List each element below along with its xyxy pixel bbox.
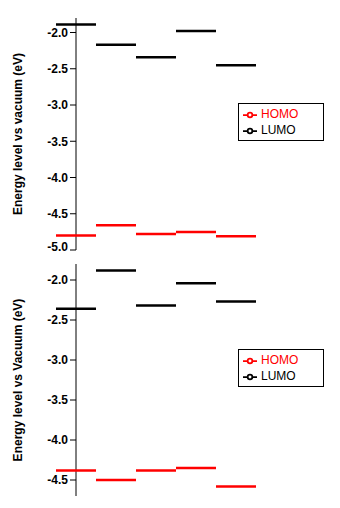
html-text:LUMO: LUMO xyxy=(261,123,296,137)
svg-text:Energy level vs Vacuum (eV): Energy level vs Vacuum (eV) xyxy=(11,299,25,462)
svg-text:-4.5: -4.5 xyxy=(47,473,68,487)
svg-text:-5.0: -5.0 xyxy=(47,240,68,254)
svg-text:-3.0: -3.0 xyxy=(47,98,68,112)
svg-text:-2.0: -2.0 xyxy=(47,26,68,40)
svg-text:-3.5: -3.5 xyxy=(47,135,68,149)
svg-text:-4.0: -4.0 xyxy=(47,171,68,185)
svg-text:-3.5: -3.5 xyxy=(47,393,68,407)
svg-text:-2.5: -2.5 xyxy=(47,313,68,327)
svg-text:-2.0: -2.0 xyxy=(47,273,68,287)
svg-text:Energy level vs vacuum (eV): Energy level vs vacuum (eV) xyxy=(11,53,25,215)
html-text:LUMO: LUMO xyxy=(261,369,296,383)
html-text:HOMO: HOMO xyxy=(261,353,299,367)
svg-text:-4.5: -4.5 xyxy=(47,207,68,221)
svg-text:-3.0: -3.0 xyxy=(47,353,68,367)
svg-text:-4.0: -4.0 xyxy=(47,433,68,447)
svg-text:-2.5: -2.5 xyxy=(47,62,68,76)
html-text:HOMO: HOMO xyxy=(261,107,299,121)
